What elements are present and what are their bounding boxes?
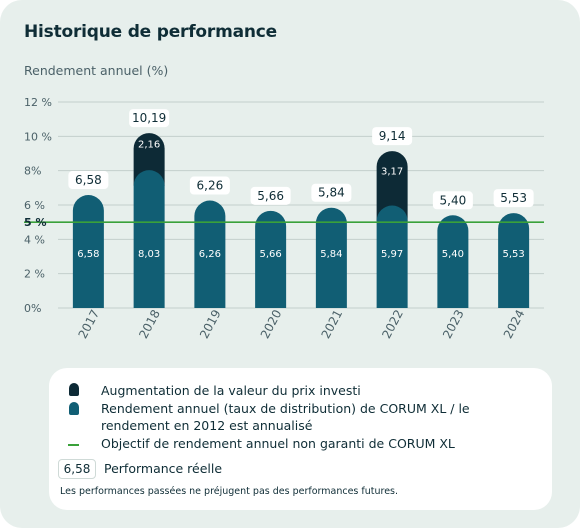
y-tick-label: 6 %: [24, 199, 45, 212]
bar-annual-yield: [255, 210, 287, 308]
bar-segment-price-increase: [376, 151, 408, 222]
total-badge: [493, 189, 534, 208]
bar-value-label: 6,26: [199, 249, 221, 260]
total-badge: [129, 109, 170, 128]
y-tick-label: 8%: [24, 165, 41, 178]
y-tick-label: 10 %: [24, 130, 52, 143]
total-badge: [311, 183, 352, 202]
y-tick-label: 2 %: [24, 268, 45, 281]
total-badge: [372, 127, 413, 146]
legend-swatch-target: [68, 444, 79, 446]
legend-label-target: Objectif de rendement annuel non garanti…: [101, 436, 455, 451]
total-value-label: 6,58: [75, 173, 102, 187]
x-tick-label: 2017: [75, 307, 102, 341]
x-tick-label: 2019: [197, 307, 224, 341]
legend-label-price-increase: Augmentation de la valeur du prix invest…: [101, 383, 361, 398]
bar-annual-yield: [437, 215, 469, 308]
total-value-label: 5,66: [257, 189, 284, 203]
segment-value-label: 2,16: [138, 140, 160, 151]
total-value-label: 9,14: [379, 129, 406, 143]
bar-annual-yield: [376, 205, 408, 308]
chart-title: Historique de performance: [24, 22, 277, 42]
bar-value-label: 5,97: [381, 249, 403, 260]
performance-badge: 6,58: [58, 459, 96, 479]
y-tick-label: 0%: [24, 302, 41, 315]
total-badge: [189, 176, 230, 195]
total-value-label: 5,84: [318, 186, 345, 200]
performance-badge-label: Performance réelle: [104, 461, 223, 476]
legend-label-annual-yield: Rendement annuel (taux de distribution) …: [101, 401, 470, 416]
legend-swatch-annual-yield: [69, 402, 79, 415]
footnote: Les performances passées ne préjugent pa…: [60, 486, 399, 497]
x-tick-label: 2023: [440, 307, 467, 341]
x-tick-label: 2020: [258, 307, 285, 341]
bar-annual-yield: [315, 207, 347, 308]
y-axis-label: Rendement annuel (%): [24, 63, 169, 78]
total-badge: [68, 171, 109, 190]
total-value-label: 6,26: [197, 179, 224, 193]
total-badge: [432, 191, 473, 210]
total-value-label: 5,40: [440, 193, 467, 207]
segment-value-label: 3,17: [381, 166, 403, 177]
bar-annual-yield: [194, 200, 226, 308]
target-line-label: 5 %: [24, 216, 47, 229]
bar-value-label: 5,40: [442, 249, 464, 260]
bar-annual-yield: [133, 170, 165, 308]
total-badge: [250, 186, 291, 205]
bar-value-label: 6,58: [77, 249, 99, 260]
bar-value-label: 8,03: [138, 249, 160, 260]
bar-annual-yield: [498, 213, 530, 308]
bar-value-label: 5,66: [259, 249, 281, 260]
x-tick-label: 2018: [136, 307, 163, 341]
x-tick-label: 2022: [379, 307, 406, 341]
total-value-label: 5,53: [500, 191, 527, 205]
x-tick-label: 2021: [318, 307, 345, 341]
bar-value-label: 5,84: [320, 249, 342, 260]
bar-annual-yield: [72, 195, 104, 308]
total-value-label: 10,19: [132, 111, 166, 125]
bar-chart: 0% 2 % 4 % 6 % 8% 10 % 12 % 5 % 6,58 8,03 2,16 6,26…: [24, 96, 544, 341]
y-tick-label: 12 %: [24, 96, 52, 109]
legend-swatch-price-increase: [69, 383, 79, 396]
y-tick-label: 4 %: [24, 233, 45, 246]
legend: [49, 368, 552, 510]
bar-value-label: 5,53: [502, 249, 524, 260]
legend-label-annual-yield-line2: rendement en 2012 est annualisé: [101, 418, 313, 433]
x-tick-label: 2024: [501, 307, 528, 341]
